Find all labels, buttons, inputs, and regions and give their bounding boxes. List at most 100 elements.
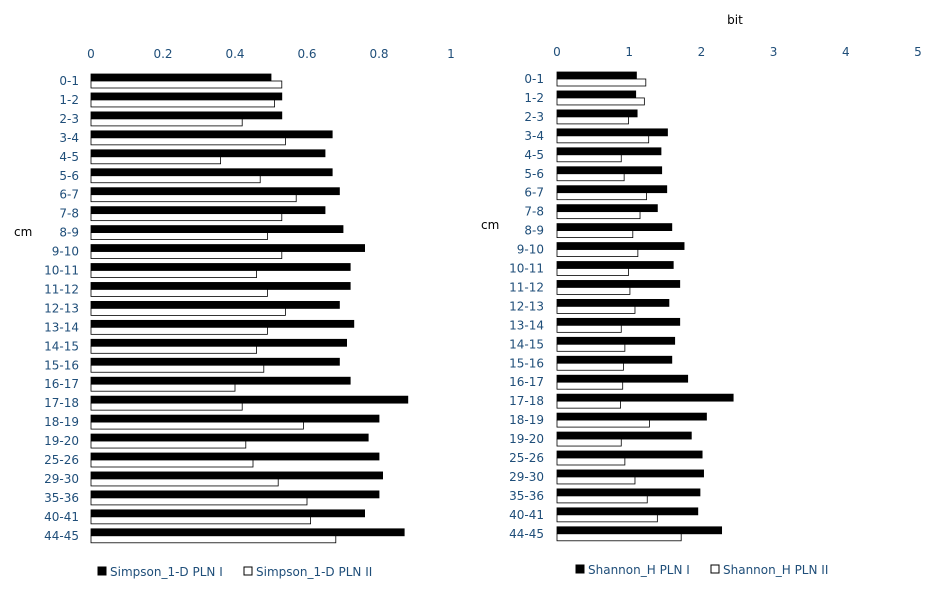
chart1-bar-series1 (90, 414, 380, 423)
chart2-bar-series2 (556, 154, 622, 163)
chart1-bar-series1 (90, 490, 380, 499)
legend1-swatch-series2 (243, 566, 253, 576)
chart2-bar-series1 (556, 507, 699, 516)
chart2-category-label: 8-9 (524, 224, 544, 238)
chart1-bar-series2 (90, 118, 243, 127)
chart2-bar-series1 (556, 393, 734, 402)
chart1-bar-series1 (90, 130, 333, 139)
chart1-bar-series1 (90, 187, 340, 196)
chart2-category-label: 0-1 (524, 72, 544, 86)
chart2-bar-series1 (556, 298, 670, 307)
chart1-bar-series1 (90, 471, 384, 480)
chart2-bar-series2 (556, 211, 641, 220)
chart2-bar-series1 (556, 374, 689, 383)
chart1-bar-series2 (90, 137, 286, 146)
chart1-bar-series1 (90, 319, 355, 328)
chart2-bar-series2 (556, 343, 626, 352)
chart1-bar-series1 (90, 73, 272, 82)
legend1-label-series1: Simpson_1-D PLN I (110, 565, 223, 579)
chart1-category-label: 17-18 (44, 396, 79, 410)
chart2-bar-series1 (556, 128, 668, 137)
chart1-category-label: 14-15 (44, 339, 79, 353)
chart1-bar-series2 (90, 175, 261, 184)
chart2-tick-label: 3 (770, 45, 778, 59)
chart1-bar-series2 (90, 459, 254, 468)
chart1-bar-series2 (90, 232, 268, 241)
legend1-label-series2: Simpson_1-D PLN II (256, 565, 372, 579)
chart1-bar-series1 (90, 338, 348, 347)
chart2-tick-label: 0 (553, 45, 561, 59)
chart1-category-label: 9-10 (52, 245, 79, 259)
chart2-category-label: 4-5 (524, 148, 544, 162)
chart2-category-label: 18-19 (509, 413, 544, 427)
chart1-category-label: 5-6 (59, 169, 79, 183)
chart2-bar-series2 (556, 495, 648, 504)
chart2-category-label: 25-26 (509, 451, 544, 465)
chart2-bar-series2 (556, 514, 658, 523)
chart1-bar-series1 (90, 376, 351, 385)
chart2-category-label: 15-16 (509, 356, 544, 370)
chart2-bar-series2 (556, 400, 621, 409)
chart2-bar-series1 (556, 469, 704, 478)
chart2-bar-series1 (556, 412, 707, 421)
legend1-swatch-series1 (97, 566, 107, 576)
chart1-bar-series1 (90, 300, 340, 309)
chart2-bar-series1 (556, 90, 637, 99)
chart2-bar-series2 (556, 97, 645, 106)
chart1-category-label: 0-1 (59, 74, 79, 88)
chart1-category-label: 3-4 (59, 131, 79, 145)
chart2-bar-series1 (556, 526, 723, 535)
chart1-category-label: 15-16 (44, 358, 79, 372)
chart1-bar-series2 (90, 478, 279, 487)
chart1-bar-series2 (90, 497, 308, 506)
chart2-bar-series1 (556, 317, 681, 326)
chart2-category-label: 44-45 (509, 527, 544, 541)
chart2-bar-series1 (556, 355, 673, 364)
chart2-tick-label: 2 (698, 45, 706, 59)
chart1-bar-series1 (90, 225, 344, 234)
chart2-category-label: 40-41 (509, 508, 544, 522)
chart1-tick-label: 1 (447, 47, 455, 61)
chart1-category-label: 35-36 (44, 491, 79, 505)
chart1-bar-series1 (90, 395, 409, 404)
legend2-label-series2: Shannon_H PLN II (723, 563, 828, 577)
chart2-bar-series2 (556, 116, 629, 125)
chart1-category-label: 25-26 (44, 453, 79, 467)
chart1-bar-series1 (90, 111, 283, 120)
chart2-bar-series2 (556, 249, 639, 257)
chart1-bar-series1 (90, 433, 369, 442)
chart1-bar-series1 (90, 282, 351, 290)
chart1-tick-label: 0.2 (153, 47, 172, 61)
chart2-category-label: 9-10 (517, 243, 544, 257)
chart1-category-label: 1-2 (59, 93, 79, 107)
chart1-bar-series1 (90, 149, 326, 158)
chart2-bar-series2 (556, 305, 636, 314)
chart1-bar-series2 (90, 402, 243, 411)
legend2-swatch-series1 (575, 564, 585, 574)
chart2-bar-series2 (556, 78, 647, 87)
chart1-category-label: 7-8 (59, 207, 79, 221)
chart1-bar-series2 (90, 516, 312, 525)
chart1-tick-label: 0 (87, 47, 95, 61)
chart1-bar-series1 (90, 206, 326, 215)
chart2-bar-series1 (556, 204, 658, 213)
chart2-ylabel: cm (481, 218, 499, 232)
chart2-bar-series1 (556, 336, 676, 345)
chart1-bar-series2 (90, 251, 283, 259)
chart2-bar-series1 (556, 450, 703, 459)
chart1-bar-series2 (90, 270, 258, 278)
chart2-bar-series1 (556, 147, 662, 156)
chart1-tick-label: 0.6 (297, 47, 316, 61)
chart1-bar-series2 (90, 307, 286, 316)
chart1-bar-series2 (90, 326, 268, 335)
chart1-bar-series1 (90, 357, 340, 366)
chart2-tick-label: 5 (914, 45, 922, 59)
chart2-category-label: 29-30 (509, 470, 544, 484)
chart2-bar-series1 (556, 185, 668, 194)
chart2-bar-series2 (556, 173, 625, 182)
chart2-bar-series2 (556, 324, 622, 333)
chart2-bar-series1 (556, 166, 663, 175)
chart2-bar-series1 (556, 223, 673, 232)
